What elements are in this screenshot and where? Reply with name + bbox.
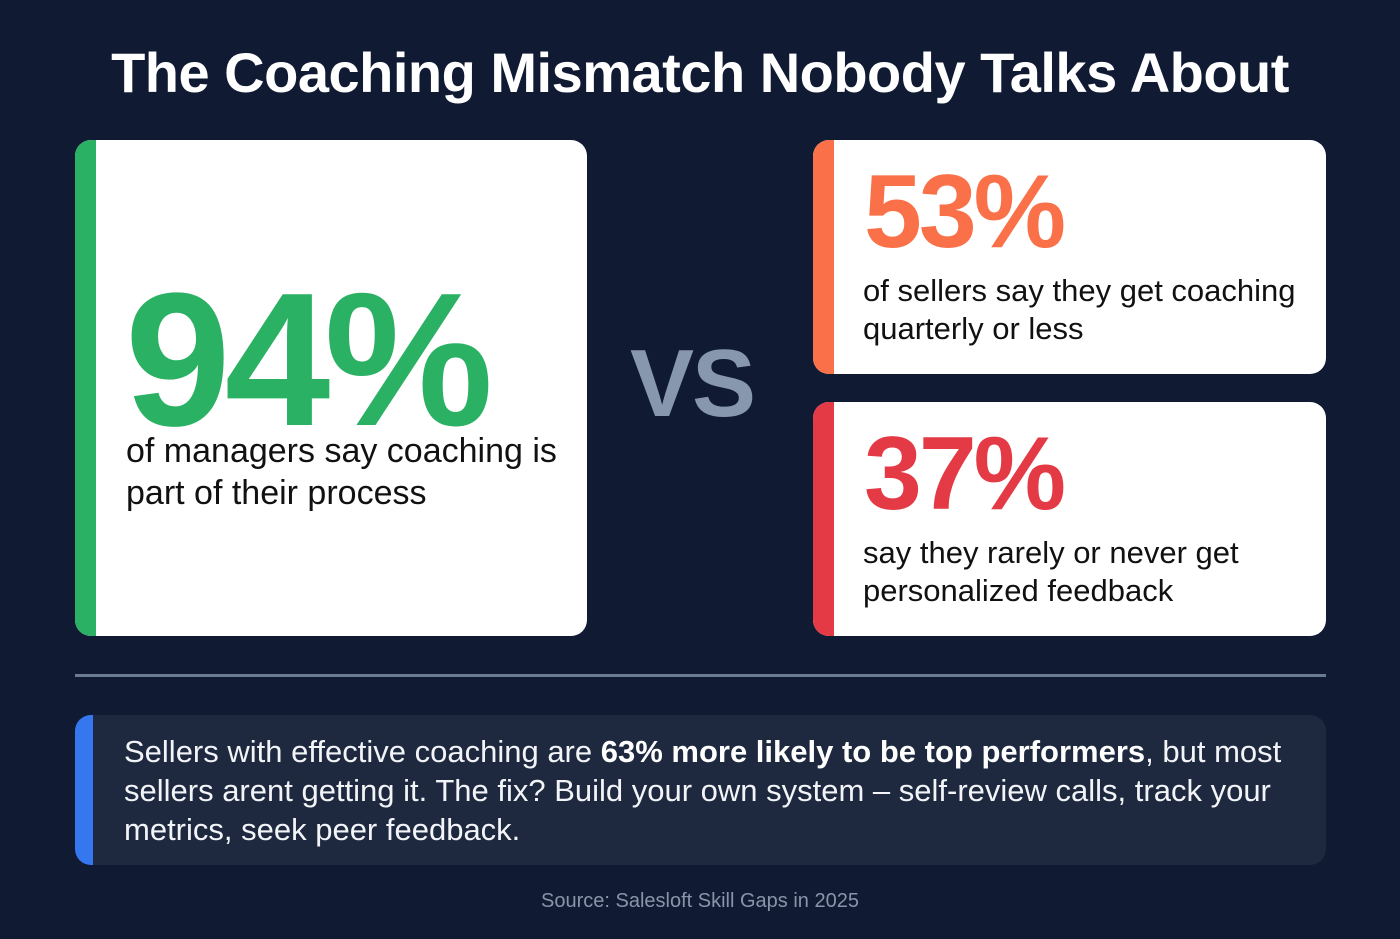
callout-text: Sellers with effective coaching are 63% … [124,732,1304,849]
green-accent-bar [75,140,96,636]
orange-accent-bar [813,140,834,374]
section-divider [75,674,1326,677]
vs-label: VS [630,330,756,437]
manager-stat-card: 94% of managers say coaching is part of … [75,140,587,636]
source-citation: Source: Salesloft Skill Gaps in 2025 [541,890,859,912]
red-accent-bar [813,402,834,636]
feedback-stat-description: say they rarely or never get personalize… [863,535,1239,608]
insight-callout: Sellers with effective coaching are 63% … [75,715,1326,865]
page-title: The Coaching Mismatch Nobody Talks About [111,41,1289,104]
callout-highlight: 63% more likely to be top performers [600,734,1146,769]
blue-accent-bar [75,715,93,865]
manager-stat-value: 94% [125,254,493,466]
feedback-stat-value: 37% [864,416,1066,532]
callout-suffix: , but most sellers arent getting it. The… [124,734,1282,847]
seller-coaching-stat-value: 53% [864,154,1066,270]
callout-prefix: Sellers with effective coaching are [124,734,601,769]
manager-stat-description: of managers say coaching is part of thei… [126,432,557,512]
seller-coaching-stat-card: 53% of sellers say they get coaching qua… [813,140,1326,374]
feedback-stat-card: 37% say they rarely or never get persona… [813,402,1326,636]
seller-coaching-stat-description: of sellers say they get coaching quarter… [863,273,1296,346]
